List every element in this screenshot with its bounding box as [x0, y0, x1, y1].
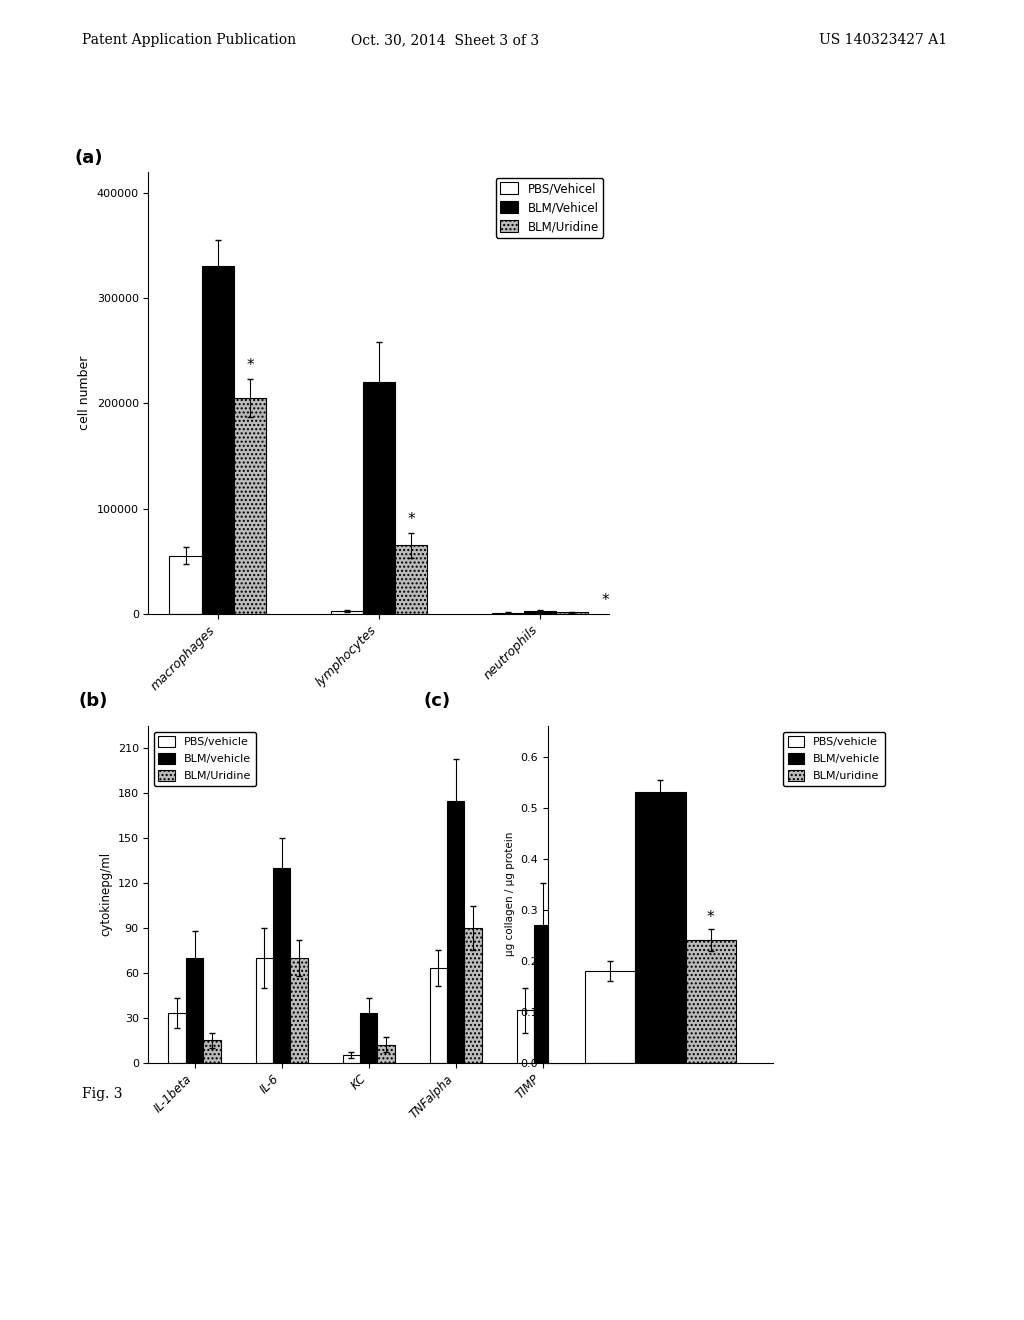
Bar — [331, 611, 362, 614]
Bar — [534, 925, 551, 1063]
Text: Oct. 30, 2014  Sheet 3 of 3: Oct. 30, 2014 Sheet 3 of 3 — [351, 33, 540, 48]
Bar — [343, 1055, 360, 1063]
Text: Patent Application Publication: Patent Application Publication — [82, 33, 296, 48]
Bar — [169, 556, 202, 614]
Bar — [291, 958, 308, 1063]
Text: (a): (a) — [75, 149, 103, 166]
Bar — [202, 267, 233, 614]
Text: *: * — [601, 593, 609, 609]
Bar — [524, 611, 556, 614]
Text: *: * — [408, 512, 415, 528]
Bar — [204, 1040, 221, 1063]
Bar — [464, 928, 481, 1063]
Bar — [429, 969, 446, 1063]
Text: Fig. 3: Fig. 3 — [82, 1088, 123, 1101]
Bar — [551, 1020, 568, 1063]
Bar — [169, 1014, 186, 1063]
Bar — [360, 1014, 377, 1063]
Bar — [636, 792, 685, 1063]
Legend: PBS/Vehicel, BLM/Vehicel, BLM/Uridine: PBS/Vehicel, BLM/Vehicel, BLM/Uridine — [496, 177, 603, 238]
Bar — [233, 397, 266, 614]
Bar — [516, 1010, 534, 1063]
Bar — [395, 545, 427, 614]
Legend: PBS/vehicle, BLM/vehicle, BLM/Uridine: PBS/vehicle, BLM/vehicle, BLM/Uridine — [154, 731, 256, 785]
Bar — [685, 940, 735, 1063]
Y-axis label: µg collagen / µg protein: µg collagen / µg protein — [505, 832, 515, 957]
Legend: PBS/vehicle, BLM/vehicle, BLM/uridine: PBS/vehicle, BLM/vehicle, BLM/uridine — [783, 731, 885, 785]
Bar — [446, 801, 464, 1063]
Text: US 140323427 A1: US 140323427 A1 — [819, 33, 947, 48]
Bar — [377, 1044, 394, 1063]
Bar — [186, 958, 204, 1063]
Text: *: * — [246, 358, 254, 372]
Text: (c): (c) — [424, 692, 451, 710]
Text: *: * — [707, 909, 715, 925]
Bar — [362, 383, 395, 614]
Bar — [556, 612, 589, 614]
Bar — [586, 970, 636, 1063]
Bar — [273, 869, 291, 1063]
Y-axis label: cell number: cell number — [78, 355, 91, 430]
Bar — [256, 958, 273, 1063]
Text: (b): (b) — [78, 692, 108, 710]
Y-axis label: cytokinepg/ml: cytokinepg/ml — [99, 853, 112, 936]
